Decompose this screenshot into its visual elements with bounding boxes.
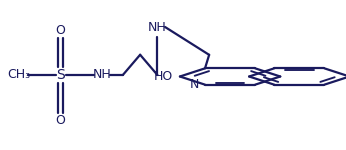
Text: O: O	[56, 114, 65, 126]
Text: O: O	[56, 24, 65, 36]
Text: CH₃: CH₃	[8, 69, 30, 81]
Text: NH: NH	[93, 69, 111, 81]
Text: HO: HO	[154, 70, 173, 83]
Text: S: S	[56, 68, 65, 82]
Text: NH: NH	[148, 21, 167, 33]
Text: N: N	[190, 78, 199, 91]
